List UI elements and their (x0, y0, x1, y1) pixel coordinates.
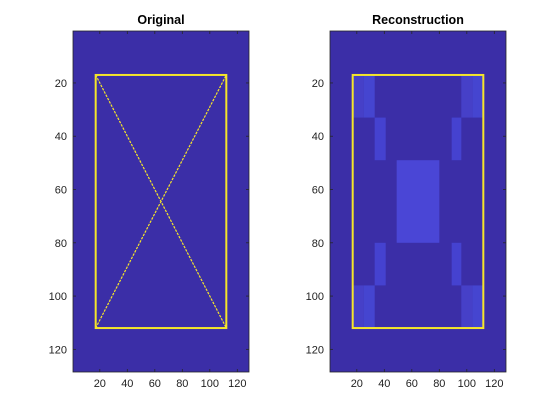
yellow-rectangle (351, 73, 485, 330)
x-tick-label: 20 (94, 378, 106, 390)
y-tick-label: 80 (312, 238, 324, 250)
y-tick-label: 60 (55, 185, 67, 197)
x-tick-label: 100 (458, 378, 476, 390)
panel-title: Reconstruction (372, 13, 464, 27)
intensity-block (363, 285, 375, 329)
y-tick-label: 40 (312, 131, 324, 143)
panel-reconstruction: 20 40 60 80 100 120 20 40 60 80 100 120 Reconstructi… (306, 13, 507, 390)
intensity-block (461, 74, 473, 118)
intensity-block (451, 117, 462, 161)
intensity-block (374, 117, 386, 161)
x-tick-label: 80 (433, 378, 445, 390)
y-tick-label: 100 (306, 291, 324, 303)
x-tick-label: 20 (351, 378, 363, 390)
intensity-block (472, 74, 484, 118)
x-tick-label: 100 (201, 378, 219, 390)
intensity-block (363, 74, 375, 118)
yellow-diagonal (95, 74, 227, 329)
y-tick-label: 80 (55, 238, 67, 250)
intensity-block (352, 285, 364, 329)
y-tick-label: 120 (306, 344, 324, 356)
x-tick-label: 60 (149, 378, 161, 390)
image-content (351, 73, 485, 330)
x-tick-label: 40 (378, 378, 390, 390)
y-tick-label: 120 (49, 344, 67, 356)
y-tick-label: 60 (312, 185, 324, 197)
axes-box (329, 30, 507, 373)
image-content (94, 73, 228, 330)
axes-box (72, 30, 250, 373)
intensity-block (352, 74, 364, 118)
y-tick-label: 40 (55, 131, 67, 143)
intensity-block (374, 242, 386, 286)
y-tick-label: 20 (55, 78, 67, 90)
panel-original: 20 40 60 80 100 120 20 40 60 80 100 120 Original (49, 13, 250, 390)
x-tick-label: 80 (176, 378, 188, 390)
intensity-block (472, 285, 484, 329)
x-tick-label: 120 (228, 378, 246, 390)
y-tick-label: 100 (49, 291, 67, 303)
intensity-block (461, 285, 473, 329)
intensity-block (451, 242, 462, 286)
y-tick-label: 20 (312, 78, 324, 90)
x-tick-label: 40 (121, 378, 133, 390)
intensity-block (396, 160, 440, 243)
x-tick-label: 60 (406, 378, 418, 390)
panel-title: Original (137, 13, 184, 27)
x-tick-label: 120 (485, 378, 503, 390)
yellow-rectangle (94, 73, 228, 330)
